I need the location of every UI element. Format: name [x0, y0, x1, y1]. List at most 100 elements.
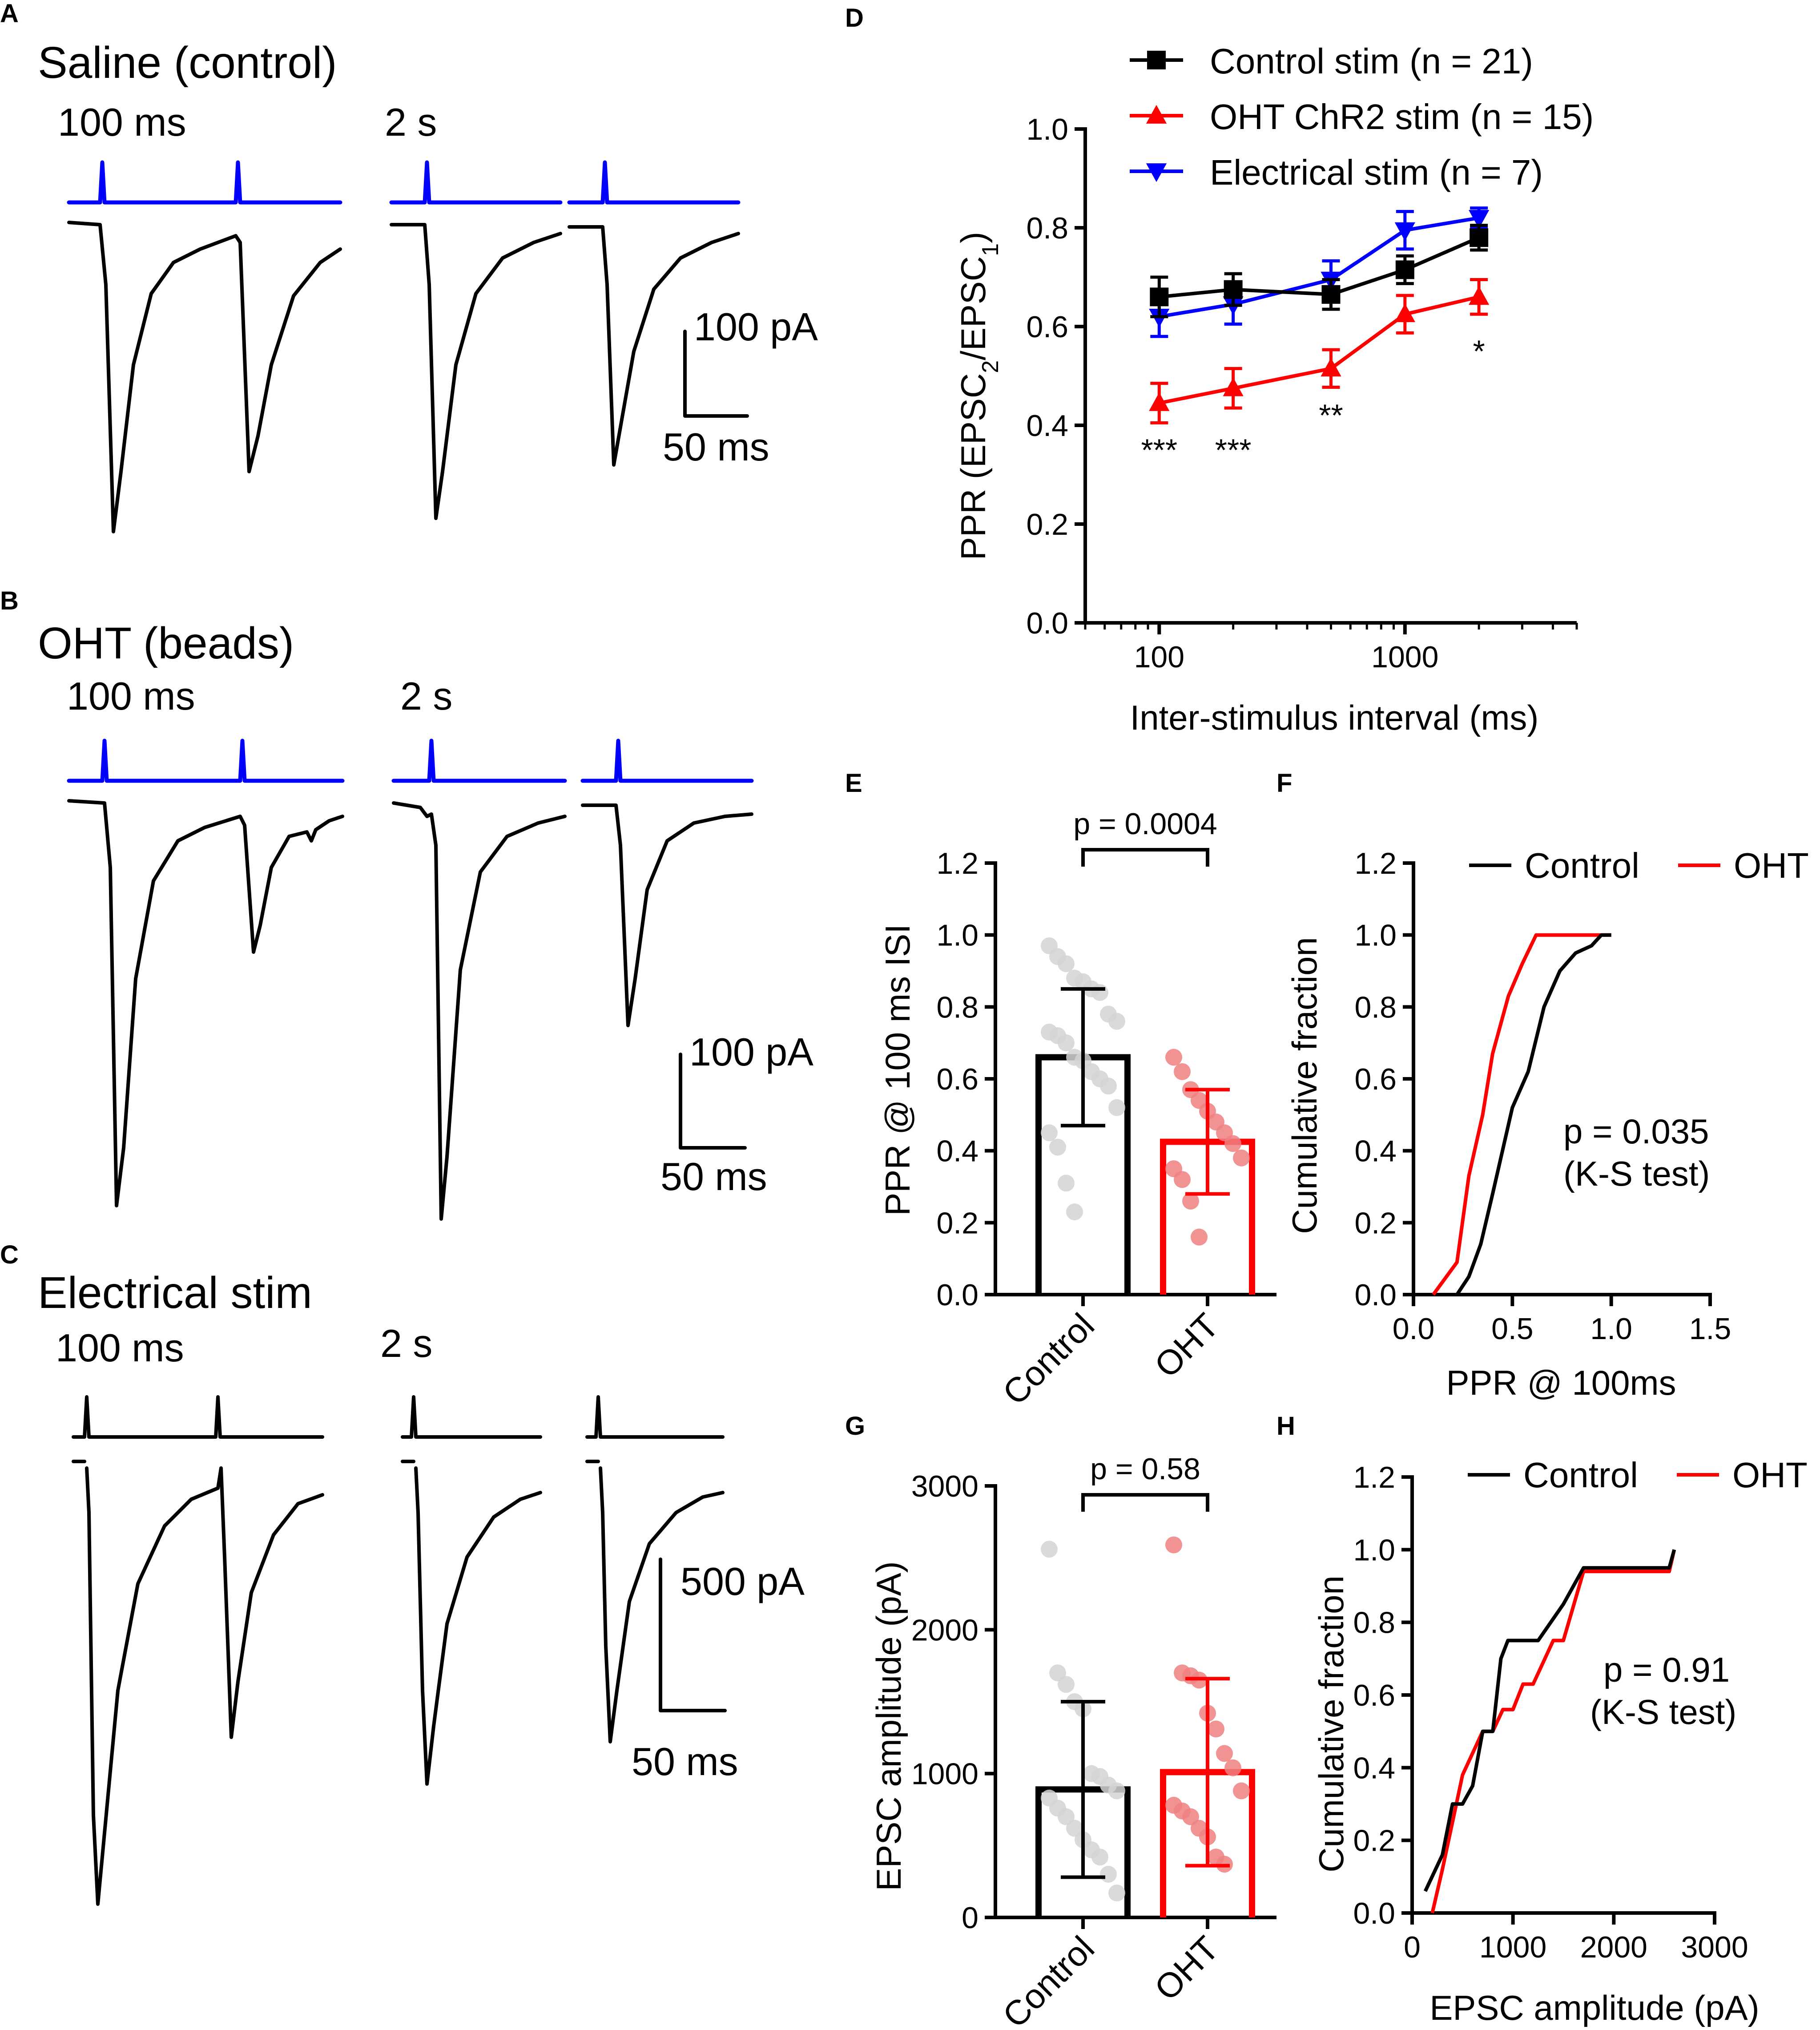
panel-h-y-axis-label: Cumulative fraction — [1312, 1575, 1351, 1873]
panel-g-significance-bracket — [1081, 1493, 1209, 1512]
panel-b-stim-trace-100ms — [67, 739, 345, 783]
panel-g-x-tick-label-oht: OHT — [1147, 1929, 1226, 2008]
panel-h-legend-control-label: Control — [1523, 1455, 1638, 1495]
panel-g-data-point-oht — [1165, 1536, 1182, 1554]
panel-g-y-axis-label: EPSC amplitude (pA) — [869, 1561, 908, 1891]
panel-d-y-tick-label: 0.8 — [1026, 211, 1068, 245]
panel-a-current-trace-2s-1 — [390, 223, 562, 520]
panel-label-a: A — [0, 0, 19, 28]
panel-g-data-point-control — [1108, 1782, 1125, 1800]
panel-a-current-trace-2s-2 — [568, 225, 740, 467]
panel-g-data-point-oht — [1216, 1745, 1233, 1762]
panel-e-data-point-control — [1108, 1013, 1125, 1030]
panel-a-stim-trace-2s-1 — [389, 160, 563, 205]
panel-c-stim-trace-100ms — [72, 1395, 324, 1439]
panel-e-y-tick-label: 1.0 — [936, 919, 978, 952]
panel-e-data-point-oht — [1174, 1063, 1191, 1080]
panel-g-bracket-label: p = 0.58 — [1090, 1452, 1200, 1486]
panel-c-current-trace-2s-2 — [599, 1466, 725, 1743]
panel-h: H Cumulative fraction EPSC amplitude (pA… — [1276, 1412, 1808, 2027]
panel-a-scale-y-label: 100 pA — [694, 305, 818, 349]
panel-f: F Cumulative fraction PPR @ 100ms p = 0.… — [1276, 769, 1809, 1402]
panel-e: E PPR @ 100 ms ISI 0.0 0.2 0.4 0.6 0.8 1.0 1.2… — [845, 769, 1276, 1413]
panel-e-y-tick-label: 0.8 — [936, 990, 978, 1024]
panel-f-x-axis-label: PPR @ 100ms — [1446, 1363, 1676, 1402]
panel-d-control-marker — [1150, 287, 1169, 307]
panel-d-x-tick-label: 1000 — [1371, 640, 1438, 674]
panel-g-error-bar-control — [1061, 1700, 1105, 1879]
panel-e-data-point-control — [1058, 1174, 1075, 1192]
panel-e-data-point-control — [1041, 1124, 1058, 1142]
panel-h-y-tick-label: 1.0 — [1353, 1533, 1395, 1567]
panel-d-control-marker — [1224, 280, 1243, 299]
panel-d-control-marker — [1395, 260, 1414, 279]
panel-b-isi-long: 2 s — [400, 674, 452, 718]
panel-d-control-line — [1159, 236, 1480, 299]
panel-d-control-marker — [1321, 285, 1341, 304]
panel-d-oht-marker — [1469, 286, 1490, 305]
panel-h-annotation-test: (K-S test) — [1590, 1692, 1736, 1731]
panel-d-control-marker — [1470, 228, 1489, 247]
panel-e-x-tick-label-control: Control — [995, 1306, 1102, 1413]
panel-c-title: Electrical stim — [38, 1268, 312, 1318]
panel-f-cdf-oht — [1432, 933, 1611, 1296]
panel-e-y-axis-label: PPR @ 100 ms ISI — [878, 924, 917, 1216]
panel-g-y-tick-label: 3000 — [911, 1469, 978, 1503]
panel-b-current-trace-100ms — [67, 799, 344, 1207]
panel-d-legend-electrical-marker — [1146, 163, 1167, 182]
panel-f-y-tick-label: 0.0 — [1354, 1278, 1397, 1312]
panel-h-y-tick-label: 0.8 — [1353, 1606, 1395, 1640]
panel-d-electrical-marker — [1469, 210, 1490, 229]
panel-f-cdf-control — [1455, 933, 1611, 1296]
panel-g-data-point-control — [1108, 1885, 1125, 1902]
panel-c-current-trace-2s-1 — [414, 1466, 542, 1786]
panel-g-data-point-control — [1100, 1866, 1117, 1883]
panel-c-scale-bar — [659, 1558, 727, 1712]
panel-f-annotation-test: (K-S test) — [1563, 1154, 1710, 1193]
panel-b: B OHT (beads) 100 ms 2 s 100 pA 50 ms — [0, 586, 813, 1221]
panel-f-x-tick-label: 0.5 — [1491, 1312, 1534, 1346]
panel-label-e: E — [845, 769, 862, 798]
panel-f-legend-control-label: Control — [1525, 846, 1639, 885]
panel-d-y-tick-label: 1.0 — [1026, 113, 1068, 146]
panel-d-x-tick-label: 100 — [1134, 640, 1184, 674]
panel-h-x-tick-label: 3000 — [1681, 1930, 1748, 1964]
panel-b-current-trace-2s-2 — [581, 803, 753, 1027]
panel-e-data-point-control — [1066, 1203, 1083, 1221]
panel-label-c: C — [0, 1240, 19, 1269]
panel-g-data-point-oht — [1233, 1782, 1250, 1800]
panel-h-y-tick-label: 0.2 — [1353, 1824, 1395, 1858]
panel-f-y-tick-label: 1.0 — [1354, 919, 1397, 952]
panel-c-scale-y-label: 500 pA — [680, 1559, 805, 1603]
panel-g-data-point-control — [1041, 1541, 1058, 1558]
panel-b-scale-bar — [679, 1053, 747, 1150]
panel-b-isi-short: 100 ms — [67, 674, 195, 718]
panel-e-x-tick-label-oht: OHT — [1147, 1306, 1226, 1385]
panel-b-title: OHT (beads) — [38, 618, 294, 668]
panel-c-scale-x-label: 50 ms — [632, 1739, 738, 1784]
panel-a-scale-bar — [683, 330, 749, 418]
panel-d-legend-oht-marker — [1146, 105, 1167, 124]
panel-b-stim-trace-2s-2 — [580, 739, 754, 783]
panel-d-y-tick-label: 0.4 — [1026, 409, 1068, 443]
panel-e-bracket-label: p = 0.0004 — [1073, 807, 1217, 841]
panel-d-legend-control-marker — [1147, 51, 1166, 69]
panel-d-significance-marker: * — [1473, 334, 1485, 368]
panel-a-isi-short: 100 ms — [58, 100, 186, 144]
panel-e-data-point-control — [1091, 984, 1108, 1001]
panel-e-data-point-oht — [1174, 1171, 1191, 1188]
panel-c-stim-trace-2s-2 — [585, 1395, 725, 1439]
panel-b-scale-y-label: 100 pA — [689, 1030, 813, 1074]
panel-f-y-tick-label: 0.8 — [1354, 990, 1397, 1024]
panel-f-y-axis-label: Cumulative fraction — [1285, 937, 1324, 1234]
panel-h-x-tick-label: 1000 — [1479, 1930, 1546, 1964]
panel-e-significance-bracket — [1081, 848, 1209, 867]
panel-e-y-tick-label: 0.6 — [936, 1062, 978, 1096]
panel-d-oht-line — [1159, 295, 1480, 405]
panel-d-legend-control-label: Control stim (n = 21) — [1210, 41, 1533, 81]
panel-label-d: D — [845, 4, 864, 32]
panel-c-stim-trace-2s-1 — [401, 1395, 542, 1439]
panel-a-title: Saline (control) — [38, 38, 337, 88]
panel-f-y-tick-label: 0.6 — [1354, 1062, 1397, 1096]
